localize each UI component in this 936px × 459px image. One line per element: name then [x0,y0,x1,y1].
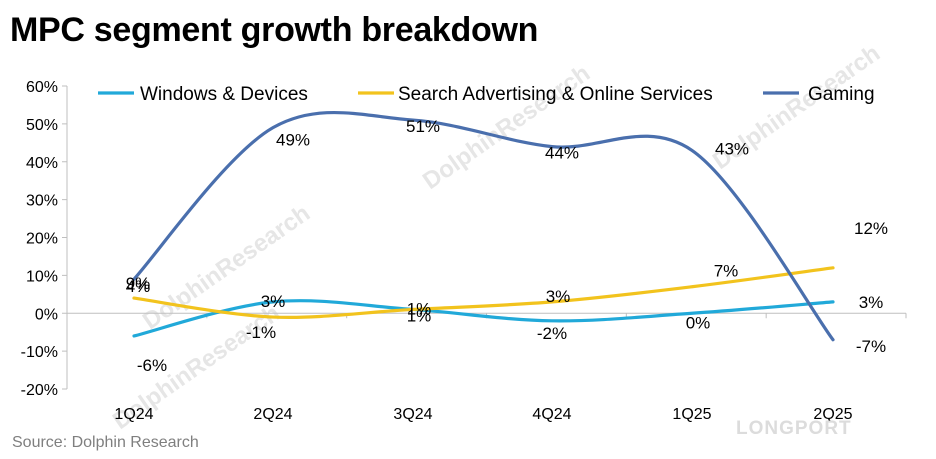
search-advertising-line [132,266,835,319]
y-tick-label: -10% [21,344,58,361]
gaming-line [132,110,835,342]
brand-logo: LONGPORT [736,418,852,439]
y-tick-label: 20% [26,231,58,248]
axes: 60% 50% 40% 30% 20% 10% 0% -10% -20% 1Q24 2Q24 3Q24… [21,79,907,423]
y-tick-label: 50% [26,117,58,134]
source-note: Source: Dolphin Research [12,434,199,451]
legend-label-gaming: Gaming [808,84,875,105]
y-tick-label: 0% [35,306,58,323]
windows-devices-data-label: -6% [137,356,167,375]
search-advertising-data-label: 1% [407,306,432,325]
series-lines [132,110,835,342]
search-advertising-data-label: 12% [854,219,888,238]
gaming-data-label: 9% [126,274,151,293]
x-tick-label: 1Q24 [114,406,153,423]
y-tick-label: 40% [26,155,58,172]
windows-devices-data-label: 3% [261,292,286,311]
x-tick-label: 2Q24 [253,406,292,423]
x-tick-label: 3Q24 [393,406,432,423]
windows-devices-data-label: 3% [859,293,884,312]
search-advertising-data-label: -1% [246,323,276,342]
gaming-data-label: -7% [856,337,886,356]
watermark-text: DolphinResearch [138,200,315,335]
windows-devices-data-label: 1% [407,299,432,318]
y-tick-label: 60% [26,79,58,96]
gaming-data-label: 44% [545,144,579,163]
chart-title: MPC segment growth breakdown [10,11,539,49]
y-tick-label: -20% [21,382,58,399]
legend: Windows & Devices Search Advertising & On… [98,84,875,105]
y-tick-label: 10% [26,268,58,285]
x-tick-label: 4Q24 [532,406,571,423]
gaming-data-label: 43% [715,139,749,158]
windows-devices-line [132,299,835,338]
data-labels: -6% 3% 1% -2% 0% 3% 4% -1% 1% 3% 7% 12% 9% 49% 51% 44% 4… [126,117,888,375]
gaming-data-label: 51% [406,117,440,136]
gaming-data-label: 49% [276,131,310,150]
x-tick-label: 2Q25 [813,406,852,423]
legend-label-windows-devices: Windows & Devices [140,84,308,105]
windows-devices-data-label: 0% [686,313,711,332]
x-tick-label: 1Q25 [672,406,711,423]
windows-devices-data-label: -2% [537,324,567,343]
y-tick-label: 30% [26,193,58,210]
watermark-text: DolphinResearch [418,60,595,195]
legend-label-search-advertising: Search Advertising & Online Services [398,84,713,105]
search-advertising-data-label: 3% [546,287,571,306]
search-advertising-data-label: 7% [714,262,739,281]
search-advertising-data-label: 4% [126,277,151,296]
